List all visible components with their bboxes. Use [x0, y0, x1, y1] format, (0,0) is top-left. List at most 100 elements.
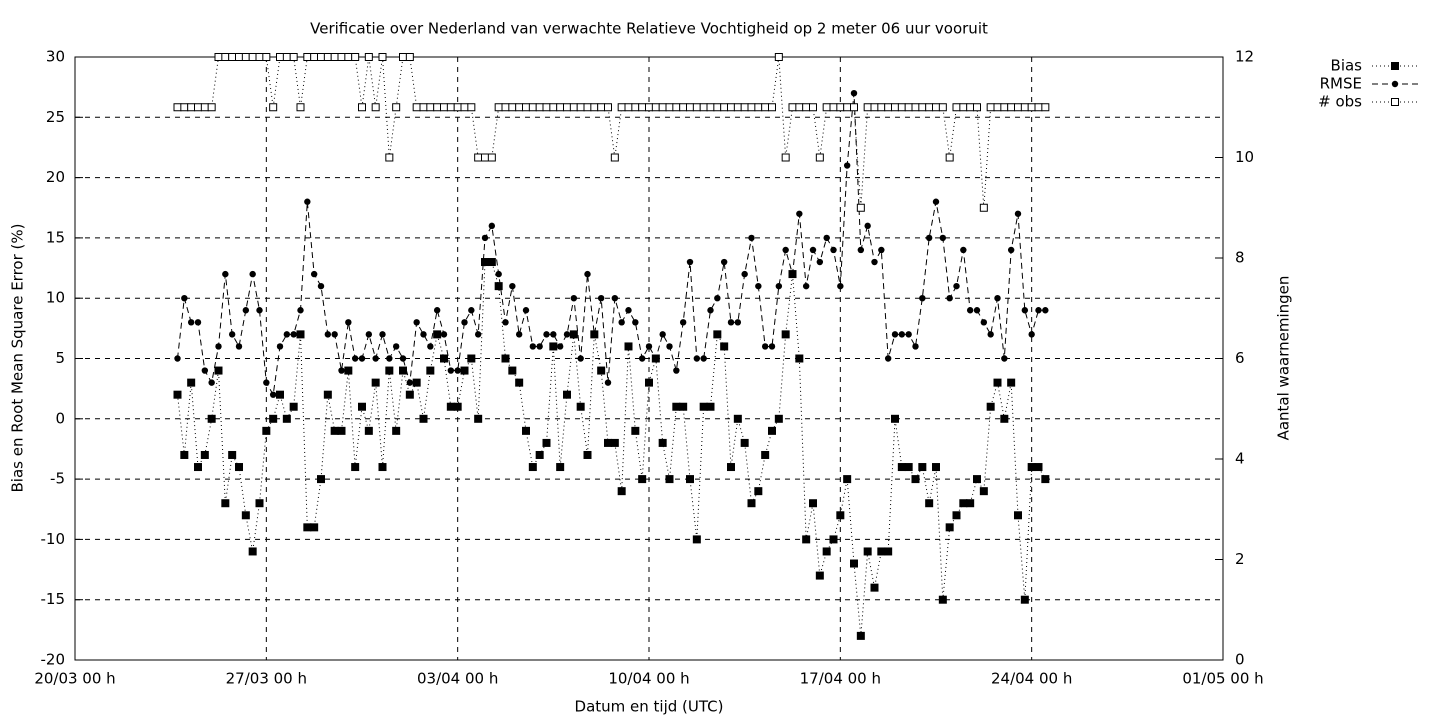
data-point: [194, 319, 202, 326]
data-point: [173, 103, 182, 112]
data-point: [447, 367, 455, 374]
data-point: [740, 103, 749, 112]
data-point: [706, 402, 715, 411]
data-point: [856, 203, 865, 212]
data-point: [426, 103, 435, 112]
data-point: [856, 631, 865, 640]
data-point: [1014, 511, 1022, 520]
data-point: [591, 331, 598, 338]
data-point: [310, 53, 319, 61]
data-point: [829, 535, 838, 544]
data-point: [282, 414, 291, 423]
data-point: [187, 378, 196, 387]
data-point: [733, 103, 742, 112]
data-point: [351, 463, 360, 472]
data-point: [638, 355, 646, 362]
data-point: [262, 53, 271, 61]
data-point: [877, 103, 886, 112]
data-point: [467, 103, 476, 112]
data-point: [474, 414, 483, 423]
data-point: [789, 270, 796, 278]
data-point: [802, 535, 811, 544]
data-point: [556, 343, 564, 350]
data-point: [536, 343, 543, 350]
data-point: [365, 331, 373, 338]
x-tick-label: 03/04 00 h: [417, 670, 498, 688]
data-point: [720, 258, 728, 266]
data-point: [651, 103, 660, 112]
data-point: [405, 53, 414, 61]
data-point: [768, 343, 776, 350]
data-point: [241, 53, 250, 61]
data-point: [911, 475, 920, 484]
data-point: [351, 355, 359, 362]
data-point: [638, 475, 647, 484]
data-point: [666, 343, 673, 350]
data-point: [658, 103, 667, 112]
data-point: [1041, 103, 1050, 112]
data-point: [481, 153, 489, 162]
data-point: [932, 198, 940, 205]
data-point: [364, 426, 373, 435]
data-point: [276, 390, 284, 399]
data-point: [1000, 414, 1009, 423]
data-point: [843, 103, 852, 112]
data-point: [679, 103, 688, 112]
data-point: [952, 511, 961, 520]
data-point: [597, 103, 606, 112]
data-point: [822, 103, 831, 112]
data-point: [939, 234, 947, 242]
data-point: [528, 103, 537, 112]
data-point: [563, 390, 571, 399]
data-point: [181, 295, 188, 302]
data-point: [925, 103, 934, 112]
data-point: [194, 463, 202, 472]
data-point: [522, 103, 530, 112]
data-point: [802, 103, 811, 112]
data-point: [174, 355, 181, 362]
legend-label: # obs: [1318, 93, 1362, 111]
data-point: [304, 198, 311, 205]
data-point: [727, 463, 735, 472]
data-point: [795, 354, 804, 363]
data-point: [474, 153, 483, 162]
y-tick-label: 25: [46, 108, 65, 126]
data-point: [556, 463, 565, 472]
data-point: [502, 319, 509, 326]
data-point: [774, 414, 783, 423]
data-point: [344, 366, 353, 375]
data-point: [528, 463, 537, 472]
data-point: [699, 402, 708, 411]
data-point: [556, 103, 565, 112]
data-point: [863, 103, 872, 112]
data-point: [269, 103, 278, 112]
data-point: [330, 53, 339, 61]
data-point: [878, 246, 885, 254]
data-point: [938, 595, 947, 604]
data-point: [1007, 246, 1015, 254]
data-point: [289, 53, 298, 61]
data-point: [228, 53, 237, 61]
y2-axis-label: Aantal waarnemingen: [1275, 276, 1293, 441]
data-point: [180, 450, 189, 459]
data-point: [904, 103, 913, 112]
data-point: [959, 103, 968, 112]
data-point: [966, 103, 975, 112]
x-tick-label: 27/03 00 h: [226, 670, 307, 688]
data-point: [405, 390, 414, 399]
data-point: [966, 307, 974, 314]
data-point: [986, 402, 995, 411]
data-point: [522, 307, 530, 314]
data-point: [289, 402, 298, 411]
y-tick-label: 20: [46, 168, 65, 186]
data-point: [700, 355, 707, 362]
data-point: [235, 53, 243, 61]
data-point: [837, 282, 844, 290]
series-line: [177, 261, 1046, 636]
data-point: [590, 103, 599, 112]
data-point: [488, 222, 496, 230]
data-point: [419, 414, 428, 423]
data-point: [727, 103, 735, 112]
data-point: [468, 307, 475, 314]
data-point: [474, 331, 482, 338]
